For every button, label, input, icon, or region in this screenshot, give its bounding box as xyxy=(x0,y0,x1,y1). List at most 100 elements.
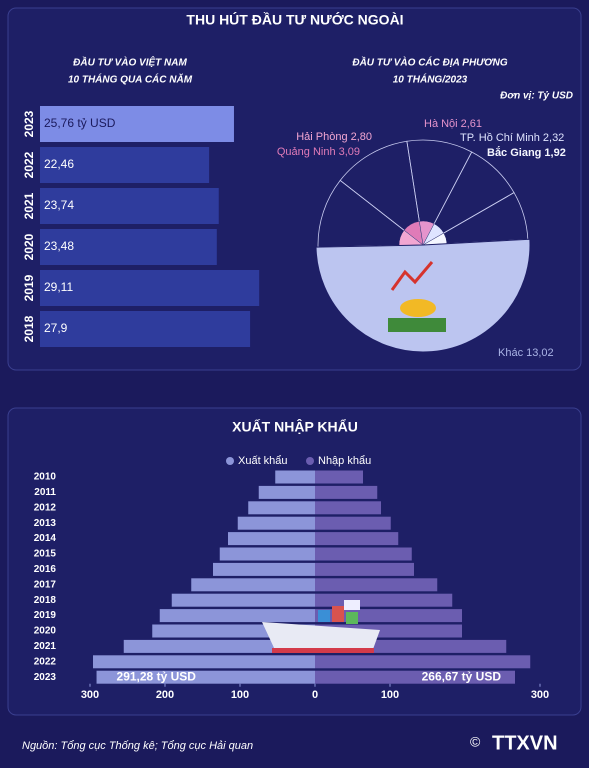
legend-marker xyxy=(226,457,234,465)
slice-label: Hải Phòng 2,80 xyxy=(296,131,372,143)
x-tick-label: 300 xyxy=(81,689,99,701)
bar xyxy=(93,655,315,669)
ship-hull xyxy=(262,622,380,652)
logo: TTXVN xyxy=(492,732,558,754)
slice-label: Quảng Ninh 3,09 xyxy=(277,146,360,158)
slice-value: 2,32 xyxy=(543,132,564,144)
bar xyxy=(315,593,453,607)
y-tick-label: 2019 xyxy=(22,274,36,301)
y-tick-label: 2023 xyxy=(34,672,57,683)
slice-value: 13,02 xyxy=(526,347,554,359)
bar xyxy=(228,532,315,546)
y-tick-label: 2020 xyxy=(34,626,57,637)
value-label: 29,11 xyxy=(44,280,73,294)
bar xyxy=(315,501,381,515)
slice-outline xyxy=(317,179,425,248)
slice-name: Bắc Giang xyxy=(487,146,541,159)
bar xyxy=(315,516,391,530)
bar xyxy=(219,547,315,561)
y-tick-label: 2010 xyxy=(34,472,57,483)
slice-value: 3,09 xyxy=(339,146,360,158)
x-tick-label: 200 xyxy=(156,689,174,701)
bar xyxy=(40,188,219,224)
bar xyxy=(315,578,438,592)
chart-title: ĐẦU TƯ VÀO CÁC ĐỊA PHƯƠNG xyxy=(352,56,508,69)
arrow-icon xyxy=(390,261,434,291)
value-label: 27,9 xyxy=(44,321,68,335)
slice-label: TP. Hồ Chí Minh 2,32 xyxy=(460,132,564,144)
y-tick-label: 2022 xyxy=(22,151,36,178)
y-tick-label: 2023 xyxy=(22,110,36,137)
container xyxy=(332,606,344,622)
slice-label: Khác 13,02 xyxy=(498,347,554,359)
y-tick-label: 2016 xyxy=(34,564,57,575)
y-tick-label: 2013 xyxy=(34,518,57,529)
chart-title: ĐẦU TƯ VÀO VIỆT NAM xyxy=(73,56,187,69)
x-tick-label: 100 xyxy=(231,689,249,701)
bar xyxy=(191,578,315,592)
container xyxy=(318,610,330,622)
value-label: 22,46 xyxy=(44,157,74,171)
bar xyxy=(315,562,414,576)
y-tick-label: 2018 xyxy=(34,595,57,606)
value-label: 266,67 tỷ USD xyxy=(422,669,502,683)
y-tick-label: 2022 xyxy=(34,656,57,667)
y-tick-label: 2019 xyxy=(34,610,57,621)
slice-value: 2,80 xyxy=(351,131,372,143)
legend-label: Xuất khẩu xyxy=(238,455,288,467)
y-tick-label: 2021 xyxy=(34,641,57,652)
slice-label: Hà Nội 2,61 xyxy=(424,118,482,130)
panel xyxy=(7,407,582,716)
bar xyxy=(40,229,217,265)
y-tick-label: 2011 xyxy=(34,487,56,498)
bar xyxy=(237,516,315,530)
chart-title: XUẤT NHẬP KHẨU xyxy=(232,418,358,435)
copyright-icon: © xyxy=(470,734,481,750)
bar xyxy=(159,609,315,623)
bar xyxy=(315,485,378,499)
money-icon xyxy=(388,318,446,332)
pie-slice xyxy=(315,238,531,353)
bar xyxy=(96,670,315,684)
value-label: 23,48 xyxy=(44,239,74,253)
x-tick-label: 100 xyxy=(381,689,399,701)
bar xyxy=(40,311,251,347)
bar xyxy=(275,470,315,484)
bar xyxy=(40,106,234,142)
bar xyxy=(258,485,315,499)
bar xyxy=(171,593,315,607)
bridge xyxy=(344,600,360,610)
slice-value: 2,61 xyxy=(461,118,482,130)
y-tick-label: 2012 xyxy=(34,502,57,513)
value-label: 25,76 tỷ USD xyxy=(44,116,116,130)
x-tick-label: 0 xyxy=(312,689,318,701)
slice-outline xyxy=(339,140,424,246)
y-tick-label: 2017 xyxy=(34,579,57,590)
y-tick-label: 2014 xyxy=(34,533,57,544)
coins-icon xyxy=(400,299,436,317)
chart-subtitle: 10 THÁNG/2023 xyxy=(393,73,468,86)
value-label: 23,74 xyxy=(44,198,74,212)
bar xyxy=(123,639,315,653)
bar xyxy=(40,147,210,183)
bar xyxy=(315,547,412,561)
chart-subtitle: 10 THÁNG QUA CÁC NĂM xyxy=(68,73,193,86)
unit-label: Đơn vị: Tỷ USD xyxy=(500,91,573,102)
slice-value: 1,92 xyxy=(544,147,565,159)
value-label: 291,28 tỷ USD xyxy=(117,669,197,683)
y-tick-label: 2021 xyxy=(22,192,36,219)
slice-name: Quảng Ninh xyxy=(277,146,336,158)
x-tick-label: 300 xyxy=(531,689,549,701)
bar xyxy=(315,470,363,484)
ship-stripe xyxy=(272,648,374,653)
slice-name: Hải Phòng xyxy=(296,131,347,143)
source: Nguồn: Tổng cục Thống kê; Tổng cục Hải q… xyxy=(22,740,253,752)
y-tick-label: 2015 xyxy=(34,549,57,560)
legend-marker xyxy=(306,457,314,465)
page-title: THU HÚT ĐẦU TƯ NƯỚC NGOÀI xyxy=(186,11,403,28)
y-tick-label: 2020 xyxy=(22,233,36,260)
bar xyxy=(315,532,399,546)
bar xyxy=(315,670,516,684)
legend-label: Nhập khẩu xyxy=(318,455,371,467)
